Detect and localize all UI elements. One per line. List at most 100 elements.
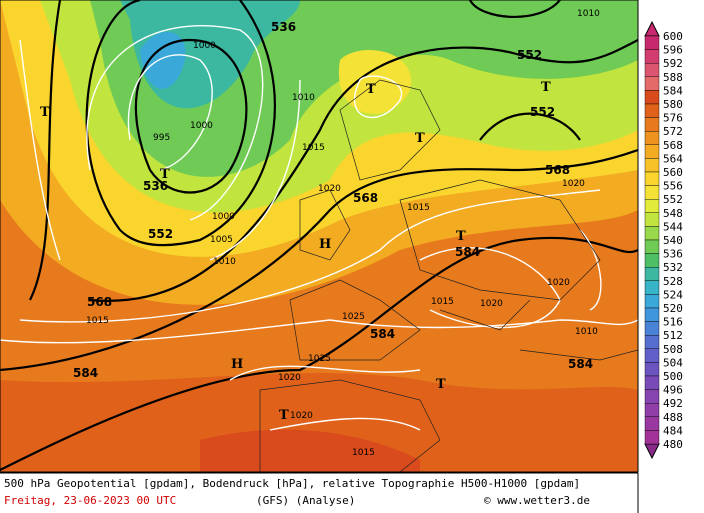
colorbar-swatch: [644, 348, 660, 363]
low-marker: T: [366, 82, 376, 97]
low-marker: T: [160, 167, 170, 182]
colorbar-label: 596: [663, 44, 683, 57]
contour-labels: 536 552 568 584 536 552 552 568 584 584 …: [40, 9, 600, 458]
low-marker: T: [541, 80, 551, 95]
colorbar-swatch: [644, 63, 660, 78]
colorbar-arrow: [644, 443, 660, 460]
colorbar-label: 592: [663, 57, 683, 70]
contour-label: 568: [87, 295, 112, 309]
low-marker: T: [279, 408, 289, 423]
colorbar-swatch: [644, 185, 660, 200]
colorbar-label: 484: [663, 424, 683, 437]
colorbar-label: 492: [663, 397, 683, 410]
isobar-label: 1025: [342, 312, 365, 322]
colorbar-swatch: [644, 171, 660, 186]
colorbar-swatch: [644, 307, 660, 322]
caption-text: 500 hPa Geopotential [gpdam], Bodendruck…: [4, 477, 580, 490]
low-marker: T: [436, 377, 446, 392]
isobar-label: 1025: [308, 354, 331, 364]
colorbar-swatch: [644, 144, 660, 159]
colorbar-swatch: [644, 253, 660, 268]
low-marker: T: [415, 131, 425, 146]
colorbar-swatch: [644, 389, 660, 404]
colorbar-label: 580: [663, 98, 683, 111]
colorbar-label: 576: [663, 112, 683, 125]
colorbar-swatch: [644, 321, 660, 336]
colorbar-swatch: [644, 117, 660, 132]
colorbar-swatch: [644, 212, 660, 227]
isobar-label: 1000: [212, 212, 235, 222]
caption-date: Freitag, 23-06-2023 00 UTC: [4, 494, 176, 507]
contour-label: 552: [530, 105, 555, 119]
colorbar-label: 524: [663, 288, 683, 301]
colorbar-swatch: [644, 362, 660, 377]
isobar-label: 1015: [431, 297, 454, 307]
isobar-label: 995: [153, 133, 170, 143]
isobar-label: 1010: [575, 327, 598, 337]
colorbar-label: 488: [663, 411, 683, 424]
map-background: [0, 0, 638, 472]
colorbar-label: 560: [663, 166, 683, 179]
colorbar-label: 584: [663, 84, 683, 97]
colorbar: 6005965925885845805765725685645605565525…: [644, 20, 683, 460]
colorbar-label: 572: [663, 125, 683, 138]
contour-label: 552: [517, 48, 542, 62]
colorbar-swatch: [644, 90, 660, 105]
isobar-label: 1010: [292, 93, 315, 103]
isobar-label: 1020: [480, 299, 503, 309]
isobar-label: 1015: [352, 448, 375, 458]
isobar-label: 1020: [562, 179, 585, 189]
isobar-label: 1020: [290, 411, 313, 421]
colorbar-swatch: [644, 280, 660, 295]
colorbar-swatch: [644, 158, 660, 173]
colorbar-label: 504: [663, 356, 683, 369]
contour-label: 584: [370, 327, 395, 341]
high-marker: H: [319, 237, 331, 252]
colorbar-label: 600: [663, 30, 683, 43]
low-marker: T: [40, 105, 50, 120]
colorbar-swatch: [644, 226, 660, 241]
colorbar-swatch: [644, 430, 660, 445]
colorbar-label: 516: [663, 316, 683, 329]
colorbar-label: 536: [663, 248, 683, 261]
colorbar-swatch: [644, 294, 660, 309]
colorbar-label: 588: [663, 71, 683, 84]
colorbar-swatch: [644, 416, 660, 431]
contour-label: 584: [455, 245, 480, 259]
contour-label: 536: [143, 179, 168, 193]
colorbar-arrow: [644, 20, 660, 37]
isobar-label: 1015: [86, 316, 109, 326]
colorbar-label: 564: [663, 152, 683, 165]
isobar-label: 1020: [547, 278, 570, 288]
colorbar-label: 528: [663, 275, 683, 288]
isobar-label: 1000: [193, 41, 216, 51]
colorbar-label: 548: [663, 207, 683, 220]
colorbar-label: 556: [663, 180, 683, 193]
colorbar-label: 544: [663, 220, 683, 233]
high-marker: H: [231, 357, 243, 372]
colorbar-label: 508: [663, 343, 683, 356]
colorbar-swatch: [644, 267, 660, 282]
colorbar-swatch: [644, 35, 660, 50]
colorbar-swatch: [644, 403, 660, 418]
colorbar-swatch: [644, 49, 660, 64]
colorbar-swatch: [644, 198, 660, 213]
colorbar-swatch: [644, 76, 660, 91]
contour-label: 536: [271, 20, 296, 34]
isobar-label: 1010: [577, 9, 600, 19]
contour-label: 584: [73, 366, 98, 380]
colorbar-label: 532: [663, 261, 683, 274]
colorbar-swatch: [644, 335, 660, 350]
isobar-label: 1010: [213, 257, 236, 267]
contour-label: 552: [148, 227, 173, 241]
colorbar-label: 512: [663, 329, 683, 342]
colorbar-label: 496: [663, 384, 683, 397]
contour-label: 568: [353, 191, 378, 205]
isobar-label: 1000: [190, 121, 213, 131]
colorbar-swatch: [644, 375, 660, 390]
contour-label: 584: [568, 357, 593, 371]
colorbar-label: 500: [663, 370, 683, 383]
colorbar-label: 552: [663, 193, 683, 206]
colorbar-label: 520: [663, 302, 683, 315]
